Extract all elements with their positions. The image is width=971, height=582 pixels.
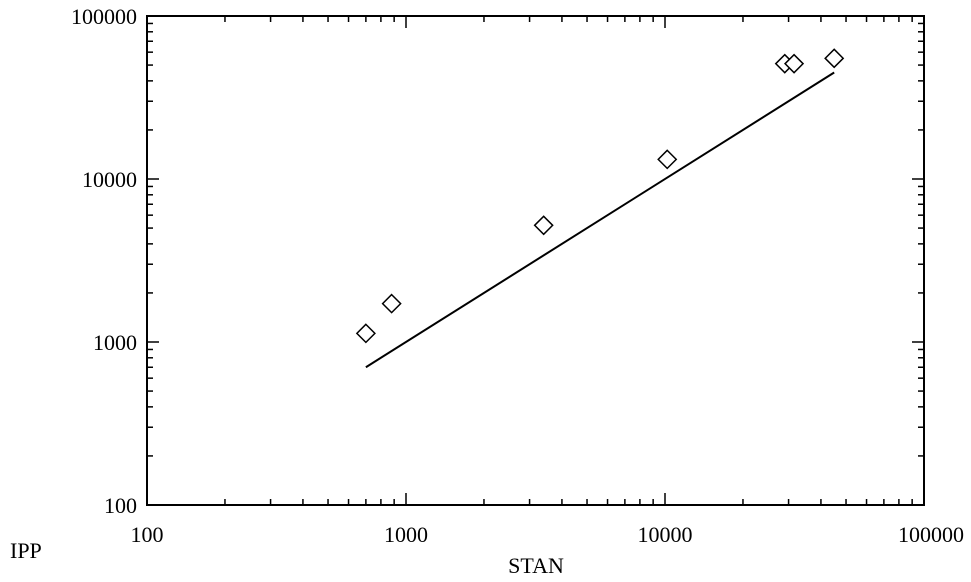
x-axis-label: STAN [508,553,564,578]
y-axis-label: IPP [10,538,42,563]
y-axis-tick-labels: 100 1000 10000 100000 [71,4,137,518]
x-tick-label: 10000 [638,522,693,547]
data-point [824,48,845,69]
data-point [657,149,678,170]
x-tick-label: 100 [131,522,164,547]
data-point [784,53,805,74]
y-tick-label: 100 [104,493,137,518]
x-tick-label: 1000 [384,522,428,547]
series-layer [355,48,845,369]
data-point [355,323,376,344]
data-point [533,215,554,236]
y-tick-label: 1000 [93,330,137,355]
axis-ticks [146,16,924,506]
x-tick-label: 100000 [898,522,964,547]
y-tick-label: 10000 [82,167,137,192]
x-axis-tick-labels: 100 1000 10000 100000 [131,522,965,547]
plot-frame [146,15,925,506]
data-point [381,293,402,314]
fit-line [365,71,835,369]
y-tick-label: 100000 [71,4,137,29]
